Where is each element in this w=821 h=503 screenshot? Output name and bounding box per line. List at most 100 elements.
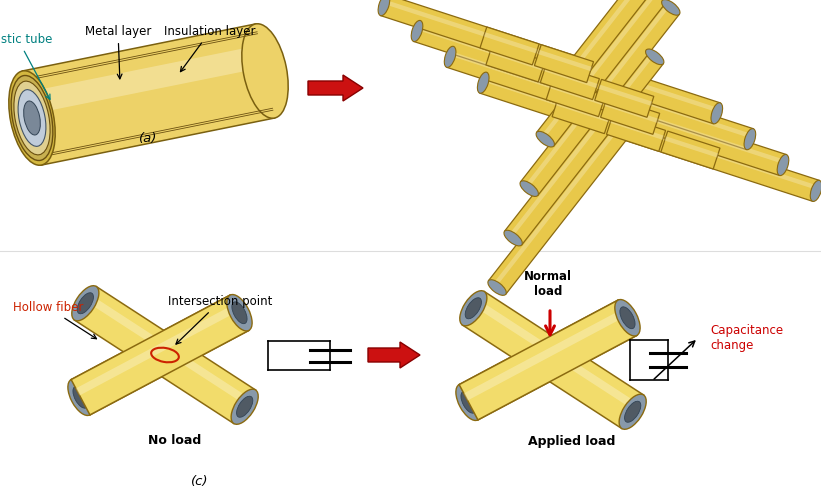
Polygon shape — [27, 45, 264, 114]
Polygon shape — [607, 113, 666, 151]
Ellipse shape — [242, 24, 288, 118]
Polygon shape — [610, 119, 664, 140]
Polygon shape — [553, 0, 712, 97]
Text: Capacitance
change: Capacitance change — [710, 324, 783, 352]
Ellipse shape — [68, 379, 94, 415]
Polygon shape — [459, 300, 637, 420]
Text: Applied load: Applied load — [528, 435, 616, 448]
Polygon shape — [484, 77, 818, 190]
Text: Intersection point: Intersection point — [167, 295, 273, 344]
Polygon shape — [550, 84, 603, 105]
Ellipse shape — [466, 298, 481, 319]
Polygon shape — [534, 45, 594, 82]
Polygon shape — [447, 46, 787, 176]
Polygon shape — [414, 21, 754, 149]
Polygon shape — [71, 295, 249, 415]
Polygon shape — [489, 49, 544, 70]
Text: Elastic tube: Elastic tube — [0, 33, 53, 99]
Ellipse shape — [645, 49, 664, 65]
Polygon shape — [604, 102, 658, 123]
Ellipse shape — [24, 101, 40, 135]
FancyArrow shape — [308, 75, 363, 101]
Polygon shape — [537, 0, 695, 146]
Polygon shape — [76, 304, 239, 395]
Polygon shape — [661, 131, 720, 169]
Polygon shape — [488, 100, 647, 294]
Polygon shape — [544, 67, 598, 88]
Polygon shape — [557, 0, 702, 89]
Polygon shape — [464, 309, 626, 400]
Ellipse shape — [536, 131, 554, 147]
Polygon shape — [594, 79, 654, 117]
Polygon shape — [22, 24, 274, 165]
Ellipse shape — [236, 396, 253, 417]
Polygon shape — [509, 53, 654, 237]
Ellipse shape — [504, 230, 522, 246]
Polygon shape — [599, 85, 652, 106]
Polygon shape — [556, 101, 609, 122]
Ellipse shape — [14, 81, 50, 155]
FancyArrow shape — [368, 342, 420, 368]
Ellipse shape — [11, 75, 53, 160]
Ellipse shape — [810, 180, 821, 201]
Ellipse shape — [378, 0, 390, 16]
Text: Insulation layer: Insulation layer — [164, 25, 256, 71]
Ellipse shape — [411, 21, 423, 42]
Polygon shape — [538, 50, 592, 71]
Polygon shape — [493, 103, 638, 287]
Text: (b): (b) — [585, 125, 604, 137]
Polygon shape — [71, 295, 249, 415]
Text: Hollow fiber: Hollow fiber — [13, 301, 97, 339]
Polygon shape — [504, 50, 663, 245]
Ellipse shape — [520, 181, 539, 197]
Polygon shape — [546, 78, 605, 117]
Ellipse shape — [662, 0, 680, 15]
Polygon shape — [451, 52, 785, 164]
Ellipse shape — [553, 82, 571, 98]
Ellipse shape — [625, 401, 641, 423]
Polygon shape — [552, 96, 611, 134]
Polygon shape — [459, 300, 637, 420]
Ellipse shape — [620, 307, 635, 328]
Polygon shape — [484, 32, 538, 53]
Text: (a): (a) — [139, 131, 157, 144]
Text: Normal
load: Normal load — [524, 270, 572, 298]
Ellipse shape — [630, 99, 648, 114]
Polygon shape — [540, 62, 599, 100]
Ellipse shape — [777, 154, 789, 176]
Polygon shape — [480, 27, 539, 65]
Polygon shape — [525, 4, 670, 188]
Polygon shape — [486, 44, 545, 82]
Ellipse shape — [615, 299, 640, 336]
Polygon shape — [464, 309, 626, 400]
Ellipse shape — [77, 293, 94, 314]
Polygon shape — [75, 287, 255, 424]
Polygon shape — [380, 0, 720, 124]
Ellipse shape — [227, 295, 252, 331]
Polygon shape — [475, 300, 638, 410]
Ellipse shape — [9, 71, 55, 165]
Ellipse shape — [71, 286, 99, 321]
Text: (c): (c) — [191, 474, 209, 487]
Ellipse shape — [744, 129, 755, 150]
Polygon shape — [462, 291, 644, 429]
Polygon shape — [521, 1, 680, 195]
Polygon shape — [665, 136, 718, 157]
Polygon shape — [384, 0, 718, 112]
Ellipse shape — [488, 280, 507, 295]
Ellipse shape — [619, 394, 646, 429]
Ellipse shape — [711, 103, 722, 124]
Polygon shape — [541, 0, 686, 138]
Text: No load: No load — [149, 435, 202, 448]
Text: Metal layer: Metal layer — [85, 25, 151, 79]
Ellipse shape — [456, 384, 481, 421]
Ellipse shape — [18, 90, 46, 146]
Ellipse shape — [73, 386, 88, 408]
Ellipse shape — [461, 391, 476, 413]
Polygon shape — [86, 295, 250, 405]
Polygon shape — [601, 97, 660, 134]
Polygon shape — [417, 26, 751, 138]
Ellipse shape — [232, 302, 247, 324]
Polygon shape — [479, 72, 819, 201]
Ellipse shape — [477, 72, 489, 93]
